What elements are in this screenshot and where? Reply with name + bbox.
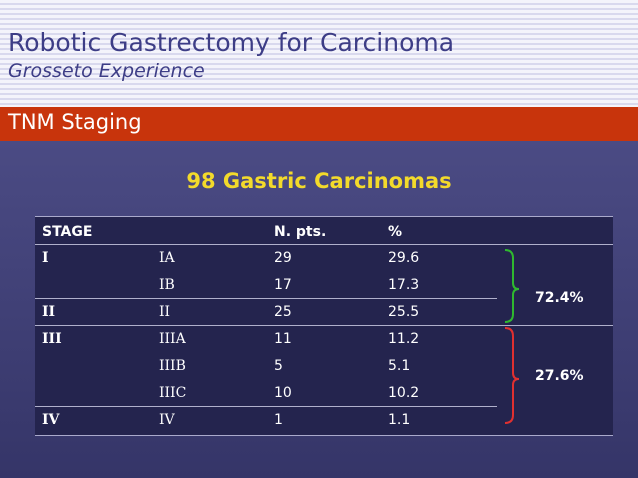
row-substage: IIIA [159,331,186,347]
row-pct: 29.6 [388,250,420,266]
row-substage: II [159,304,171,320]
group-total-advanced: 27.6% [535,368,584,384]
green-brace-icon [504,249,520,323]
row-divider [35,298,497,299]
row-npts: 1 [274,412,283,428]
staging-table: STAGE N. pts. % I IA 29 29.6 IB 17 17.3 … [35,216,613,436]
row-pct: 25.5 [388,304,420,320]
section-title: TNM Staging [8,110,142,134]
col-header-pct: % [388,224,403,240]
row-stage: III [42,331,62,347]
table-title: 98 Gastric Carcinomas [186,169,452,193]
header-divider [35,244,613,245]
row-pct: 17.3 [388,277,420,293]
row-substage: IA [159,250,175,266]
slide-subtitle: Grosseto Experience [8,60,205,82]
row-stage: IV [42,412,60,428]
slide-header [0,0,638,107]
row-divider [35,325,613,326]
row-stage: I [42,250,49,266]
row-npts: 29 [274,250,292,266]
row-substage: IIIC [159,385,187,401]
row-npts: 25 [274,304,292,320]
group-braces [504,249,520,424]
row-npts: 17 [274,277,292,293]
row-npts: 5 [274,358,283,374]
row-substage: IIIB [159,358,186,374]
row-substage: IB [159,277,175,293]
group-total-early: 72.4% [535,290,584,306]
row-substage: IV [159,412,175,428]
row-divider [35,406,497,407]
red-brace-icon [504,327,520,424]
row-pct: 10.2 [388,385,420,401]
row-npts: 10 [274,385,292,401]
row-stage: II [42,304,56,320]
col-header-npts: N. pts. [274,224,327,240]
section-bar [0,107,638,141]
row-pct: 1.1 [388,412,411,428]
col-header-stage: STAGE [42,224,93,240]
slide-title: Robotic Gastrectomy for Carcinoma [8,28,455,57]
row-pct: 11.2 [388,331,420,347]
row-pct: 5.1 [388,358,411,374]
row-npts: 11 [274,331,292,347]
